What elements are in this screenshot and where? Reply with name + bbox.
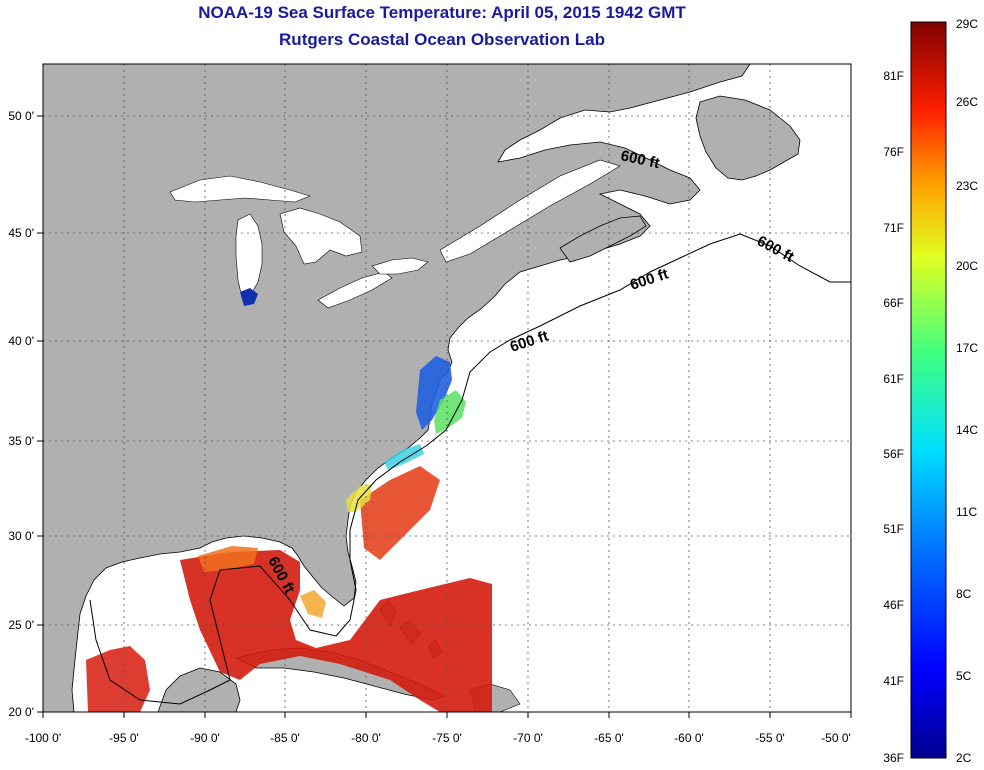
lat-label: 35 0' xyxy=(8,434,34,448)
colorbar-f-label: 76F xyxy=(883,145,904,159)
st-lawrence xyxy=(439,159,621,263)
sst-warm-gulf xyxy=(180,550,492,712)
colorbar xyxy=(910,21,947,759)
sst-warm-gulfstream xyxy=(360,466,440,560)
lat-label: 50 0' xyxy=(8,109,34,123)
sst-lake-michigan-cold xyxy=(240,288,258,306)
colorbar-f-label: 56F xyxy=(883,447,904,461)
sst-florida-current xyxy=(198,546,258,572)
colorbar-f-label: 51F xyxy=(883,522,904,536)
sst-mid-atlantic xyxy=(434,390,466,434)
lat-label: 40 0' xyxy=(8,334,34,348)
colorbar-fahrenheit-labels: 81F 76F 71F 66F 61F 56F 51F 46F 41F 36F xyxy=(883,69,904,765)
sst-west-florida-shelf xyxy=(300,590,326,618)
lon-label: -70 0' xyxy=(513,731,543,745)
isobath-600ft xyxy=(89,233,851,705)
colorbar-c-label: 20C xyxy=(956,259,978,273)
lon-label: -55 0' xyxy=(755,731,785,745)
sst-carolinas xyxy=(384,444,424,470)
lon-label: -50 0' xyxy=(821,731,851,745)
lat-label: 30 0' xyxy=(8,529,34,543)
lake-huron xyxy=(279,207,363,265)
lon-label: -90 0' xyxy=(190,731,220,745)
lon-label: -95 0' xyxy=(109,731,139,745)
colorbar-c-label: 11C xyxy=(956,505,977,519)
land-nova-scotia xyxy=(559,215,647,263)
colorbar-c-label: 26C xyxy=(956,95,978,109)
lake-ontario xyxy=(371,257,429,275)
lat-label: 20 0' xyxy=(8,705,34,719)
lon-label: -100 0' xyxy=(25,731,61,745)
colorbar-f-label: 81F xyxy=(883,69,904,83)
colorbar-f-label: 66F xyxy=(883,296,904,310)
colorbar-c-label: 5C xyxy=(956,669,972,683)
lake-michigan xyxy=(235,213,263,299)
lat-label: 45 0' xyxy=(8,226,34,240)
lake-erie xyxy=(317,271,393,309)
colorbar-c-label: 23C xyxy=(956,179,978,193)
sst-cold-chesapeake xyxy=(416,356,452,430)
lon-label: -65 0' xyxy=(594,731,624,745)
lon-label: -60 0' xyxy=(674,731,704,745)
colorbar-c-label: 17C xyxy=(956,341,978,355)
lat-label: 25 0' xyxy=(8,618,34,632)
colorbar-c-label: 29C xyxy=(956,17,978,31)
land-newfoundland xyxy=(695,95,801,181)
lat-lon-grid xyxy=(43,64,851,712)
colorbar-f-label: 61F xyxy=(883,372,904,386)
lon-label: -75 0' xyxy=(432,731,462,745)
lon-label: -80 0' xyxy=(351,731,381,745)
map-title: NOAA-19 Sea Surface Temperature: April 0… xyxy=(198,3,686,22)
frame-ticks xyxy=(37,115,852,718)
colorbar-f-label: 71F xyxy=(883,221,904,235)
colorbar-f-label: 46F xyxy=(883,598,904,612)
colorbar-celsius-labels: 29C 26C 23C 20C 17C 14C 11C 8C 5C 2C xyxy=(956,17,978,765)
colorbar-c-label: 8C xyxy=(956,587,972,601)
lake-superior xyxy=(169,175,311,203)
map-subtitle: Rutgers Coastal Ocean Observation Lab xyxy=(279,30,605,49)
colorbar-f-label: 41F xyxy=(883,674,904,688)
colorbar-c-label: 2C xyxy=(956,751,972,765)
lon-label: -85 0' xyxy=(270,731,300,745)
colorbar-c-label: 14C xyxy=(956,423,978,437)
colorbar-f-label: 36F xyxy=(883,751,904,765)
